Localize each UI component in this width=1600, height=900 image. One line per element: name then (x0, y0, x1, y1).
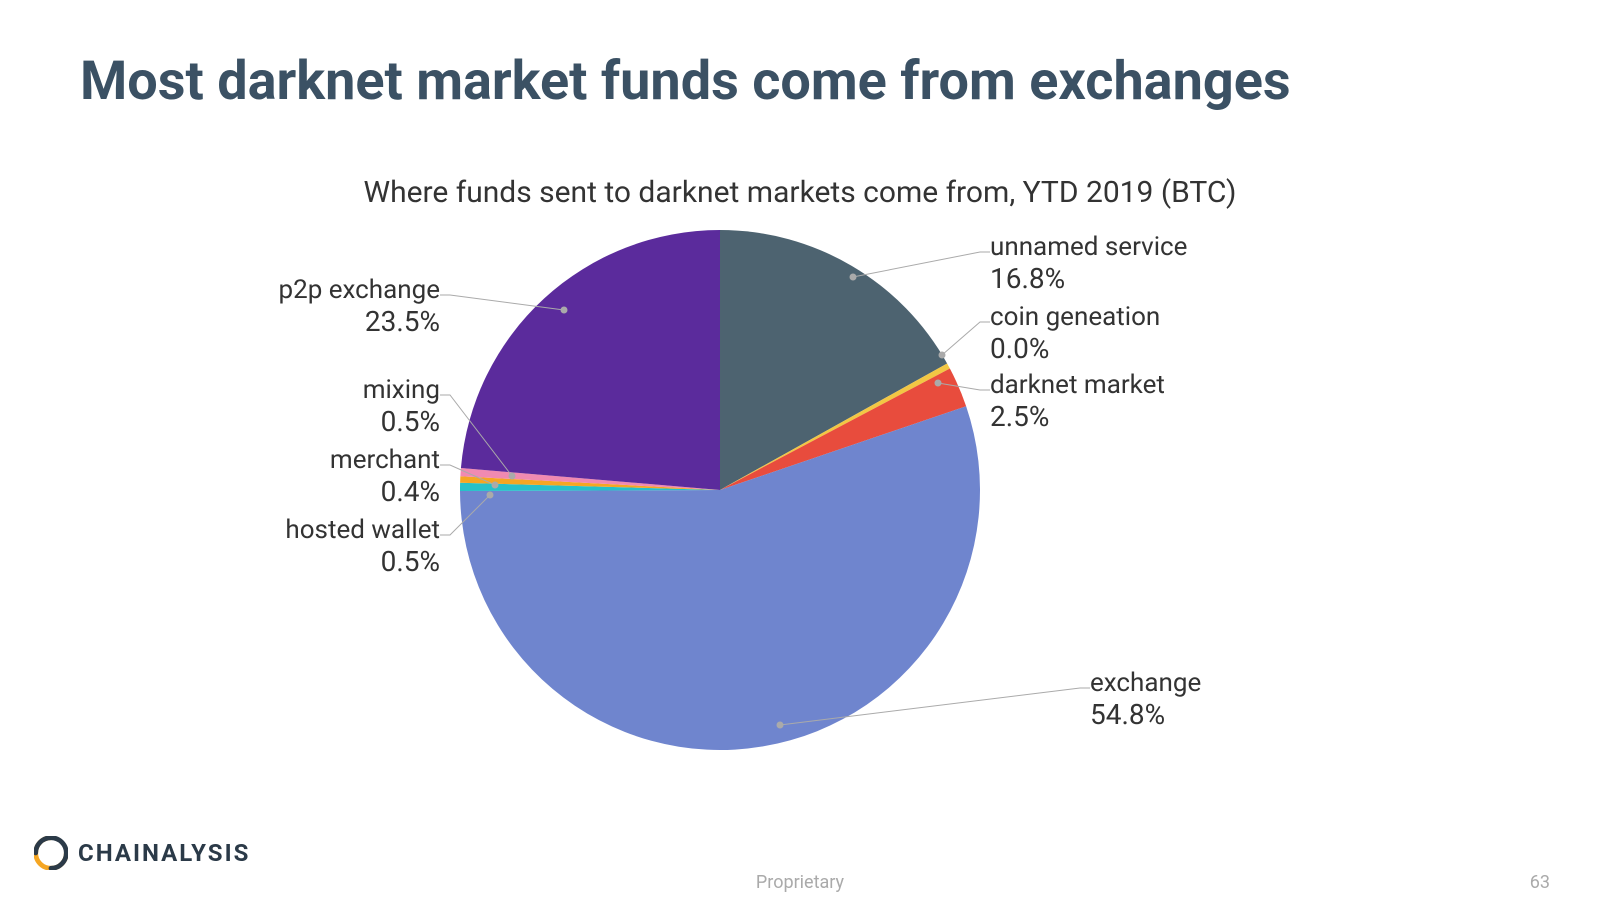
slice-label: unnamed service16.8% (990, 232, 1187, 295)
slice-label: merchant0.4% (330, 445, 440, 508)
brand-icon (34, 836, 68, 870)
pie-slice (461, 230, 720, 490)
slice-label-value: 0.4% (330, 475, 440, 508)
slice-label-value: 2.5% (990, 400, 1165, 433)
slice-label-value: 16.8% (990, 262, 1187, 295)
slice-label-name: p2p exchange (278, 275, 440, 305)
slice-label: darknet market2.5% (990, 370, 1165, 433)
slice-label: mixing0.5% (363, 375, 440, 438)
slice-label: p2p exchange23.5% (278, 275, 440, 338)
slice-label: exchange54.8% (1090, 668, 1201, 731)
footer-proprietary: Proprietary (756, 872, 844, 893)
slice-label-name: merchant (330, 445, 440, 475)
brand-name: CHAINALYSIS (78, 839, 250, 867)
slice-label-name: darknet market (990, 370, 1165, 400)
brand-logo: CHAINALYSIS (34, 836, 250, 870)
page-number: 63 (1530, 872, 1550, 893)
slice-label-value: 23.5% (278, 305, 440, 338)
slice-label: coin geneation0.0% (990, 302, 1160, 365)
slice-label-value: 0.5% (363, 405, 440, 438)
pie-chart (0, 0, 1600, 900)
slice-label-value: 0.0% (990, 332, 1160, 365)
slice-label-name: exchange (1090, 668, 1201, 698)
slice-label-name: hosted wallet (285, 515, 440, 545)
slice-label-name: unnamed service (990, 232, 1187, 262)
slice-label: hosted wallet0.5% (285, 515, 440, 578)
slice-label-value: 0.5% (285, 545, 440, 578)
slice-label-name: coin geneation (990, 302, 1160, 332)
slice-label-name: mixing (363, 375, 440, 405)
slice-label-value: 54.8% (1090, 698, 1201, 731)
